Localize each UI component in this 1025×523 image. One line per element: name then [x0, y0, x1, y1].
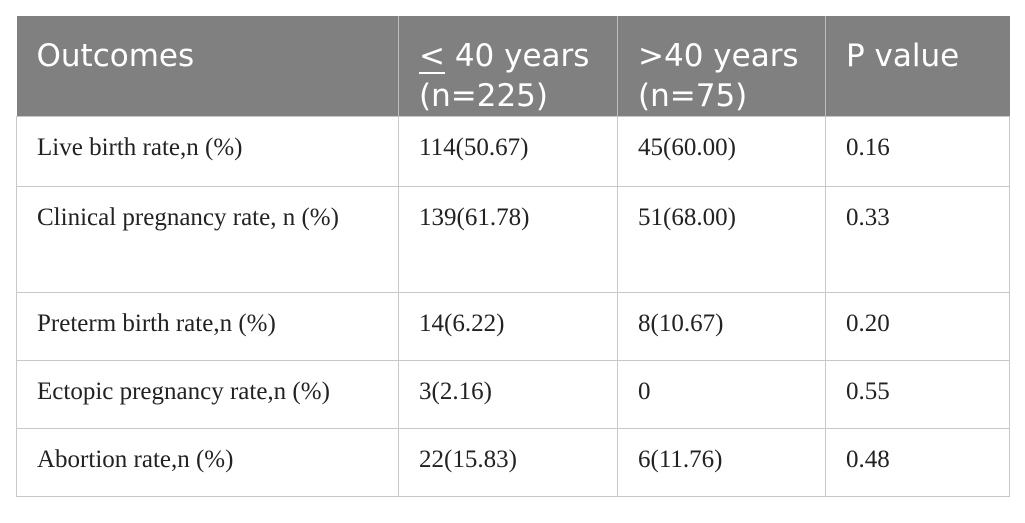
- cell-p-value: 0.55: [825, 360, 1010, 429]
- cell-outcome: Clinical pregnancy rate, n (%): [16, 186, 399, 293]
- less-equal-symbol: <: [419, 38, 445, 74]
- cell-outcome: Live birth rate,n (%): [16, 116, 399, 187]
- cell-age-over-40: 6(11.76): [617, 428, 826, 497]
- table-row: Live birth rate,n (%) 114(50.67) 45(60.0…: [16, 116, 1010, 187]
- table-row: Preterm birth rate,n (%) 14(6.22) 8(10.6…: [16, 292, 1010, 361]
- cell-age-40-or-under: 14(6.22): [398, 292, 618, 361]
- cell-p-value: 0.33: [825, 186, 1010, 293]
- cell-p-value: 0.16: [825, 116, 1010, 187]
- cell-p-value: 0.48: [825, 428, 1010, 497]
- cell-age-40-or-under: 3(2.16): [398, 360, 618, 429]
- cell-age-over-40: 51(68.00): [617, 186, 826, 293]
- cell-age-40-or-under: 139(61.78): [398, 186, 618, 293]
- table-row: Abortion rate,n (%) 22(15.83) 6(11.76) 0…: [16, 428, 1010, 497]
- outcomes-table-container: Outcomes < 40 years (n=225) >40 years (n…: [16, 16, 1010, 497]
- cell-outcome: Preterm birth rate,n (%): [16, 292, 399, 361]
- header-outcomes: Outcomes: [16, 16, 399, 117]
- cell-age-40-or-under: 114(50.67): [398, 116, 618, 187]
- header-age-40-or-under: < 40 years (n=225): [398, 16, 618, 117]
- header-age-40-or-under-label: 40 years (n=225): [419, 38, 590, 114]
- cell-age-over-40: 0: [617, 360, 826, 429]
- cell-age-40-or-under: 22(15.83): [398, 428, 618, 497]
- cell-age-over-40: 45(60.00): [617, 116, 826, 187]
- header-p-value: P value: [825, 16, 1010, 117]
- cell-age-over-40: 8(10.67): [617, 292, 826, 361]
- outcomes-table: Outcomes < 40 years (n=225) >40 years (n…: [16, 16, 1010, 497]
- table-header-row: Outcomes < 40 years (n=225) >40 years (n…: [16, 16, 1010, 117]
- table-row: Clinical pregnancy rate, n (%) 139(61.78…: [16, 186, 1010, 293]
- cell-p-value: 0.20: [825, 292, 1010, 361]
- cell-outcome: Abortion rate,n (%): [16, 428, 399, 497]
- header-age-over-40: >40 years (n=75): [617, 16, 826, 117]
- table-row: Ectopic pregnancy rate,n (%) 3(2.16) 0 0…: [16, 360, 1010, 429]
- cell-outcome: Ectopic pregnancy rate,n (%): [16, 360, 399, 429]
